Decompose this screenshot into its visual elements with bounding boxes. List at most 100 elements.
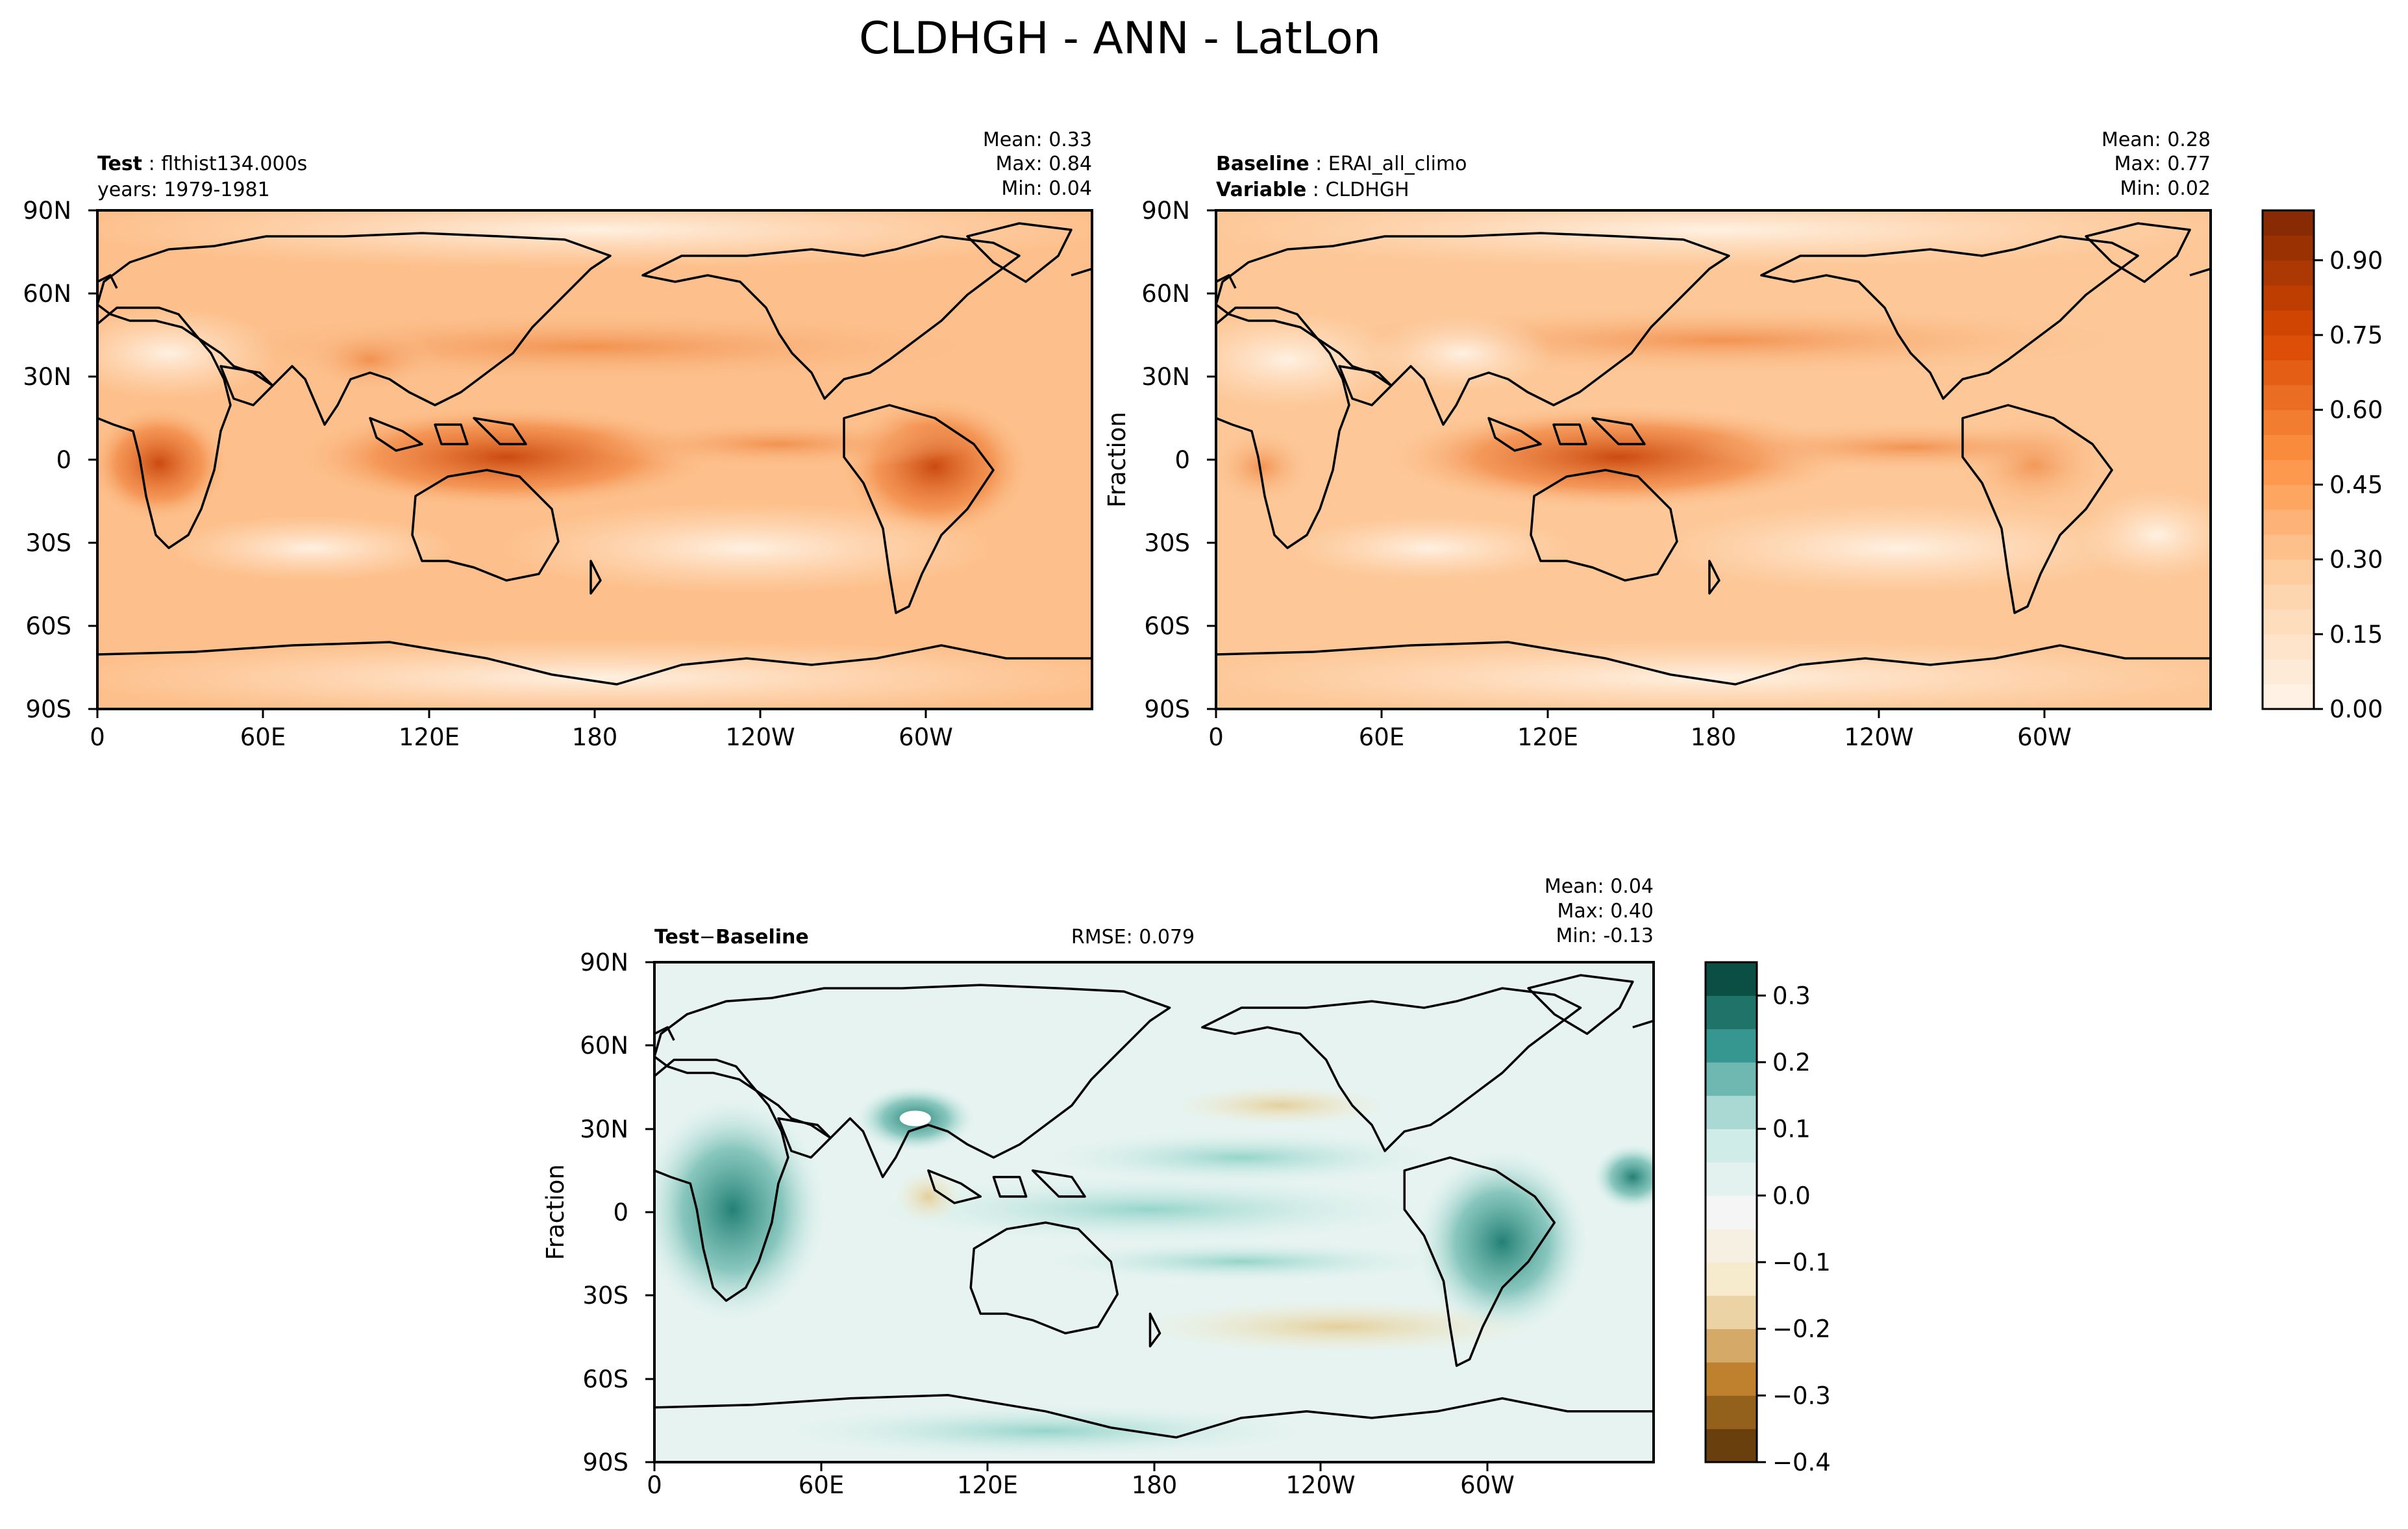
main-colorbar-tick-label: 0.15 — [2329, 621, 2383, 649]
coast-namerica — [1760, 235, 2139, 400]
main-colorbar-band — [2263, 460, 2314, 485]
field-africa — [654, 1099, 825, 1321]
test-lon-tick: 120E — [399, 723, 460, 751]
baseline-lon-tick: 120E — [1517, 723, 1578, 751]
diff-ylabel: Fraction — [541, 1164, 569, 1260]
main-colorbar-band — [2263, 335, 2314, 360]
coast-iceland-uk — [1216, 267, 2211, 289]
field-tibet — [1372, 314, 1554, 392]
main-colorbar-band — [2263, 434, 2314, 460]
diff-colorbar-band — [1706, 1095, 1757, 1130]
diff-colorbar-tick-label: −0.4 — [1772, 1448, 1831, 1476]
diff-lon-tick: 60E — [799, 1471, 844, 1499]
test-lon-tick: 60W — [899, 723, 953, 751]
diff-label-baseline: Baseline — [715, 926, 809, 949]
field-polar-n — [97, 210, 1092, 269]
baseline-panel-variable: Variable : CLDHGH — [1216, 179, 1409, 201]
field-spac — [1045, 1242, 1437, 1282]
coast-antarctica — [654, 1393, 1654, 1439]
coast-arabia — [219, 365, 274, 406]
diff-colorbar-tick-label: −0.1 — [1772, 1249, 1831, 1276]
baseline-stat-min: Min: 0.02 — [2120, 177, 2211, 200]
coast-namerica — [1201, 987, 1582, 1152]
test-label-text: flthist134.000s — [161, 153, 307, 175]
diff-stat-max: Max: 0.40 — [1558, 900, 1654, 923]
test-lat-tick-marks — [88, 209, 97, 710]
field-antarctica — [784, 1404, 1307, 1457]
diff-colorbar-band — [1706, 1395, 1757, 1430]
field-negative-north — [1176, 1086, 1385, 1125]
diff-lon-tick: 60W — [1460, 1471, 1515, 1499]
test-label-sep: : — [142, 153, 161, 175]
diff-lon-tick: 180 — [1132, 1471, 1178, 1499]
field-itcz — [1690, 421, 2131, 473]
field-antarctica — [97, 639, 1092, 709]
baseline-panel-label: Baseline : ERAI_all_climo — [1216, 153, 1467, 175]
field-africa — [1216, 428, 1313, 506]
diff-stat-min: Min: -0.13 — [1556, 925, 1654, 947]
baseline-lon-tick: 60W — [2017, 723, 2072, 751]
baseline-lon-tick: 0 — [1208, 723, 1224, 751]
main-colorbar-band — [2263, 410, 2314, 436]
diff-label-test: Test — [654, 926, 699, 949]
test-panel-years: years: 1979-1981 — [97, 179, 270, 201]
field-npac — [1045, 1131, 1437, 1184]
coast-africa — [1216, 306, 1350, 549]
main-colorbar-band — [2263, 384, 2314, 410]
diff-colorbar-band — [1706, 1262, 1757, 1296]
coast-maritime — [927, 1169, 1086, 1204]
coast-maritime — [1487, 417, 1646, 452]
field-polar-n — [1216, 210, 2211, 269]
coast-maritime — [369, 417, 527, 452]
field-subtrop-s-pac — [500, 503, 993, 593]
field-samerica — [1417, 1150, 1587, 1334]
diff-lat-tick-marks — [645, 961, 654, 1463]
coast-samerica — [843, 404, 995, 614]
baseline-lon-axis: 0 60E 120E 180 120W 60W — [1208, 709, 2072, 751]
main-colorbar-band — [2263, 235, 2314, 261]
diff-colorbar-band — [1706, 1195, 1757, 1230]
baseline-stat-mean: Mean: 0.28 — [2102, 129, 2211, 151]
coast-iceland-uk — [97, 267, 1092, 289]
test-label-bold: Test — [97, 153, 142, 175]
coast-antarctica — [97, 641, 1092, 686]
field-subtrop-s-ind — [169, 516, 454, 580]
field-subtrop-s-ind — [1287, 516, 1573, 580]
test-field — [97, 210, 1092, 709]
baseline-lat-tick: 90S — [1144, 695, 1190, 723]
diff-colorbar-band — [1706, 1228, 1757, 1263]
baseline-ylabel: Fraction — [1103, 412, 1131, 508]
baseline-lat-tick: 30N — [1141, 363, 1190, 391]
test-lat-tick: 90S — [25, 695, 71, 723]
test-panel: Test : flthist134.000s years: 1979-1981 … — [23, 129, 1093, 751]
diff-colorbar-tick-label: 0.1 — [1772, 1115, 1811, 1143]
diff-lat-tick: 60N — [580, 1032, 628, 1060]
diff-colorbar-band — [1706, 1162, 1757, 1196]
field-africa — [97, 405, 230, 522]
diff-colorbar-band — [1706, 1062, 1757, 1096]
baseline-lat-tick: 0 — [1174, 446, 1190, 474]
test-lat-tick: 60N — [23, 280, 71, 308]
diff-lat-tick: 90S — [582, 1448, 628, 1476]
diff-colorbar-band — [1706, 1362, 1757, 1396]
diff-panel: Test−Baseline RMSE: 0.079 Mean: 0.04 Max… — [541, 875, 1655, 1499]
coast-greenland — [2085, 222, 2191, 283]
baseline-lat-tick: 60S — [1144, 612, 1190, 640]
baseline-variable-sep: : — [1306, 179, 1325, 201]
test-lon-tick: 0 — [90, 723, 105, 751]
test-lon-tick: 60E — [240, 723, 286, 751]
diff-lat-tick: 60S — [582, 1365, 628, 1393]
diff-stat-mean: Mean: 0.04 — [1545, 875, 1654, 898]
coast-newzealand — [590, 560, 602, 595]
baseline-lon-tick: 180 — [1691, 723, 1737, 751]
coast-eurasia — [654, 984, 1171, 1178]
coast-namerica — [641, 235, 1021, 400]
field-sahara — [1216, 311, 1404, 408]
field-warmpool — [1385, 405, 1852, 509]
diff-lon-tick: 0 — [647, 1471, 662, 1499]
baseline-lat-tick: 90N — [1141, 197, 1190, 225]
diff-panel-label: Test−Baseline — [654, 926, 809, 949]
main-colorbar-tick-label: 0.90 — [2329, 247, 2383, 275]
diff-colorbar-band — [1706, 1128, 1757, 1163]
